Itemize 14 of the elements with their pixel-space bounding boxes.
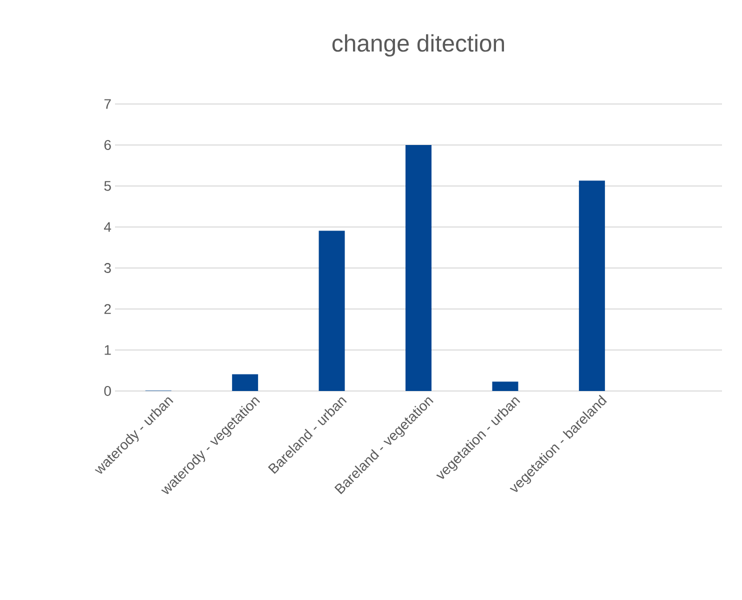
y-tick-label: 0 bbox=[104, 386, 111, 396]
bar bbox=[492, 382, 518, 391]
bar bbox=[318, 230, 345, 391]
bar bbox=[406, 145, 432, 391]
bar bbox=[232, 374, 258, 391]
y-tick-label: 1 bbox=[104, 345, 111, 355]
y-tick-label: 4 bbox=[104, 222, 112, 232]
y-tick-label: 6 bbox=[104, 140, 111, 150]
bar bbox=[578, 180, 605, 391]
y-tick-label: 5 bbox=[104, 181, 111, 191]
y-tick-label: 7 bbox=[104, 99, 111, 109]
y-tick-label: 3 bbox=[104, 263, 111, 273]
y-tick-label: 2 bbox=[104, 304, 111, 314]
chart-title: change ditection bbox=[332, 34, 504, 57]
